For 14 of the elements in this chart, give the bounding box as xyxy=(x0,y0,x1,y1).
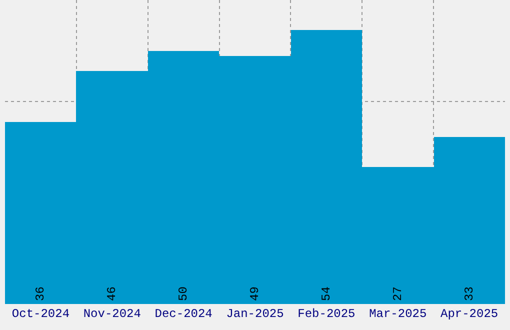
x-tick-label: Nov-2024 xyxy=(83,307,141,321)
x-tick-label: Oct-2024 xyxy=(12,307,70,321)
data-label: 46 xyxy=(105,286,119,301)
x-tick-label: Apr-2025 xyxy=(440,307,498,321)
data-label: 50 xyxy=(176,286,190,301)
data-label: 27 xyxy=(391,286,405,301)
data-label: 36 xyxy=(34,286,48,301)
data-label: 54 xyxy=(320,286,334,301)
x-tick-label: Feb-2025 xyxy=(298,307,356,321)
x-tick-label: Dec-2024 xyxy=(154,307,212,321)
data-label: 49 xyxy=(248,286,262,301)
data-label: 33 xyxy=(462,286,476,301)
x-tick-label: Mar-2025 xyxy=(369,307,427,321)
x-tick-label: Jan-2025 xyxy=(226,307,284,321)
